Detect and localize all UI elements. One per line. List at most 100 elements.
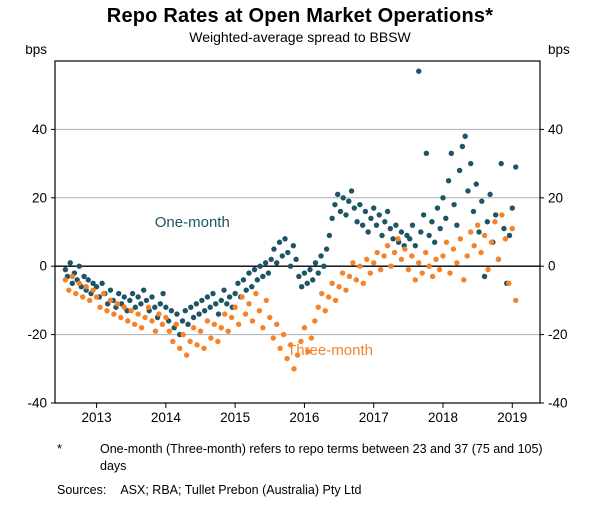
data-point-one-month (412, 242, 418, 249)
data-point-one-month (354, 219, 360, 225)
data-point-one-month (285, 249, 291, 256)
data-point-one-month (440, 195, 446, 201)
data-point-three-month (131, 321, 138, 328)
data-point-three-month (125, 318, 131, 324)
data-point-three-month (312, 318, 318, 324)
data-point-one-month (426, 232, 432, 239)
sources-label: Sources: (57, 482, 107, 497)
data-point-three-month (149, 318, 155, 324)
x-tick-label: 2016 (289, 410, 319, 425)
data-point-three-month (409, 253, 415, 259)
y-tick-label-left: 40 (32, 122, 47, 137)
y-tick-label-left: -40 (27, 396, 47, 411)
data-point-one-month (468, 160, 474, 167)
data-point-one-month (492, 212, 499, 218)
data-point-one-month (69, 280, 76, 286)
data-point-three-month (287, 342, 294, 348)
data-point-one-month (132, 304, 139, 310)
data-point-one-month (326, 232, 333, 239)
data-point-three-month (211, 321, 218, 328)
data-point-one-month (513, 164, 519, 170)
data-point-one-month (262, 260, 269, 266)
data-point-one-month (416, 68, 422, 74)
plot-frame (54, 60, 541, 404)
data-point-three-month (346, 273, 353, 280)
data-point-three-month (267, 314, 273, 321)
footnote-row: * One-month (Three-month) refers to repo… (57, 441, 600, 475)
data-point-one-month (390, 236, 396, 242)
data-point-three-month (343, 287, 349, 293)
data-point-one-month (340, 195, 346, 201)
data-point-three-month (201, 345, 207, 351)
data-point-one-month (334, 191, 341, 198)
data-point-one-month (409, 222, 416, 228)
data-point-three-month (118, 314, 124, 321)
data-point-one-month (434, 205, 441, 211)
data-point-three-month (138, 325, 145, 331)
data-point-three-month (499, 212, 505, 218)
data-point-three-month (339, 270, 346, 276)
data-point-one-month (121, 294, 127, 300)
data-point-three-month (83, 284, 89, 290)
data-point-three-month (478, 249, 484, 256)
data-point-three-month (93, 294, 100, 300)
data-point-one-month (243, 287, 249, 293)
x-tick-label: 2013 (82, 410, 112, 425)
data-point-one-month (276, 239, 283, 245)
data-point-one-month (407, 236, 413, 242)
data-point-three-month (371, 260, 377, 266)
data-point-one-month (451, 201, 457, 208)
data-point-three-month (270, 335, 276, 341)
data-point-one-month (160, 290, 166, 297)
data-point-three-month (86, 297, 93, 304)
data-point-one-month (371, 205, 377, 211)
data-point-one-month (429, 219, 435, 225)
data-point-one-month (163, 304, 169, 310)
data-point-three-month (384, 242, 391, 249)
data-point-three-month (360, 280, 367, 286)
data-point-one-month (418, 229, 424, 235)
data-point-one-month (149, 294, 155, 300)
data-point-one-month (387, 225, 394, 232)
data-point-three-month (308, 335, 315, 341)
data-point-one-month (188, 304, 194, 310)
data-point-three-month (90, 287, 96, 293)
data-point-one-month (76, 263, 82, 269)
series-annotation-one-month: One-month (155, 214, 230, 231)
data-point-three-month (440, 253, 446, 259)
data-point-one-month (257, 263, 263, 269)
footnotes: * One-month (Three-month) refers to repo… (0, 441, 600, 499)
data-point-three-month (66, 287, 72, 293)
data-point-one-month (348, 188, 355, 194)
data-point-one-month (337, 208, 344, 215)
data-point-three-month (80, 294, 86, 300)
data-point-three-month (228, 314, 235, 321)
data-point-three-month (274, 321, 280, 328)
data-point-one-month (174, 311, 180, 317)
data-point-three-month (377, 266, 384, 273)
data-point-one-month (221, 287, 227, 293)
data-point-three-month (253, 290, 259, 297)
data-point-one-month (215, 311, 222, 317)
data-point-three-month (246, 301, 252, 307)
data-point-one-month (99, 280, 105, 286)
chart-title: Repo Rates at Open Market Operations* (106, 5, 494, 27)
data-point-three-month (104, 307, 110, 314)
data-point-one-month (501, 225, 507, 232)
data-point-three-month (208, 335, 214, 341)
data-point-three-month (450, 246, 457, 252)
data-point-three-month (364, 256, 370, 263)
data-point-one-month (226, 294, 233, 300)
data-point-three-month (159, 321, 166, 328)
data-point-three-month (218, 325, 224, 331)
y-tick-label-left: -20 (27, 327, 47, 342)
data-point-three-month (436, 266, 443, 273)
data-point-one-month (382, 219, 388, 225)
data-point-one-month (193, 301, 200, 307)
data-point-one-month (127, 297, 133, 304)
data-point-three-month (367, 270, 373, 276)
data-point-three-month (163, 314, 169, 321)
data-point-one-month (310, 277, 316, 283)
data-point-three-month (260, 325, 266, 331)
data-point-three-month (336, 284, 342, 290)
